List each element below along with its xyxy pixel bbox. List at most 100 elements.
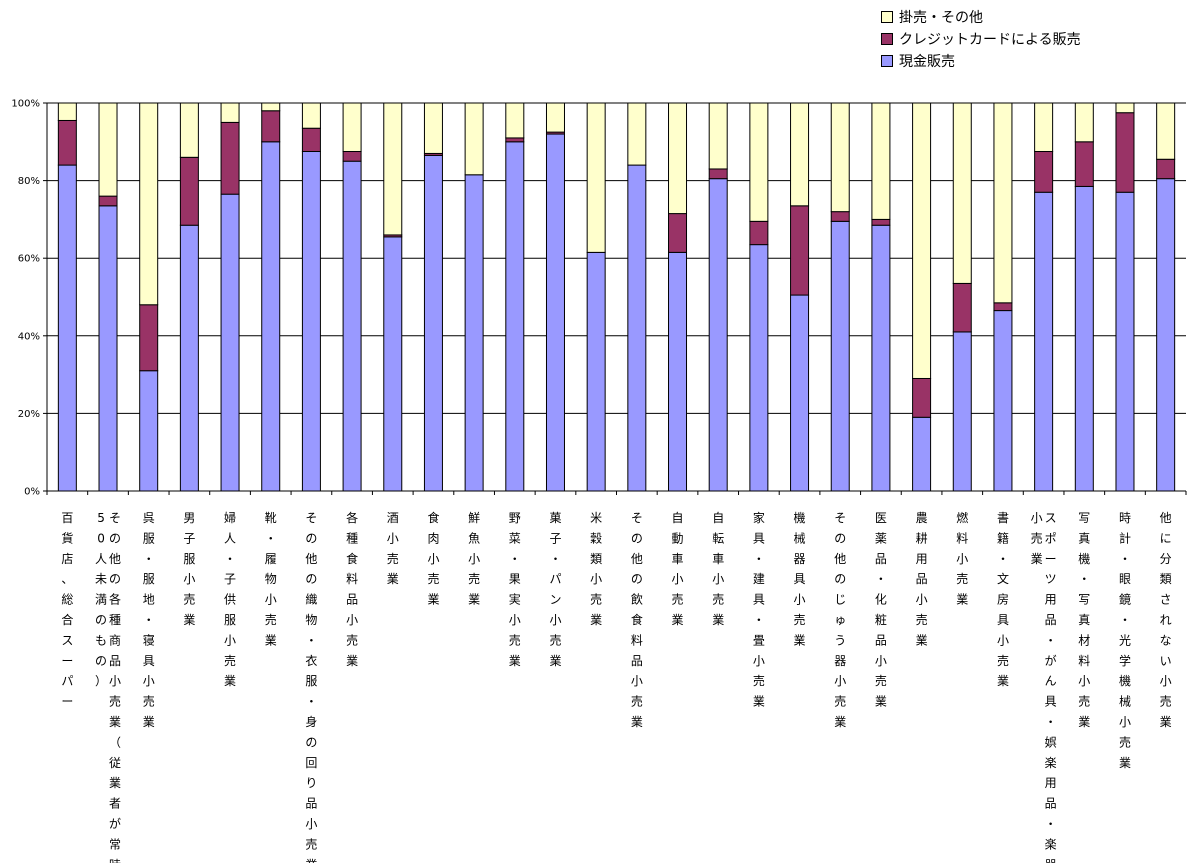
x-tick-label: その他の各種商品小売業（従業者が常時50人未満のもの）	[95, 511, 121, 863]
legend-label-cash: 現金販売	[899, 54, 955, 70]
bar-segment-kakeuri	[261, 102, 281, 112]
bar-segment-cash	[179, 224, 199, 492]
bar-segment-kakeuri	[871, 102, 891, 220]
bar-segment-kakeuri	[545, 102, 565, 133]
bar-segment-kakeuri	[1156, 102, 1176, 160]
bar-segment-cash	[1115, 191, 1135, 492]
x-tick-label: 呉服・服地・寝具小売業	[143, 511, 155, 729]
bar-segment-cash	[1034, 191, 1054, 492]
bars	[57, 102, 1176, 492]
bar-segment-credit	[830, 211, 850, 222]
y-axis-ticks: 0% 20% 40% 60% 80% 100%	[11, 99, 40, 498]
bar-segment-kakeuri	[1034, 102, 1054, 152]
bar-segment-cash	[749, 244, 769, 492]
x-tick-label: 男子服小売業	[183, 511, 195, 627]
bar-segment-cash	[57, 164, 77, 492]
bar-segment-kakeuri	[912, 102, 932, 379]
bar-segment-credit	[790, 205, 810, 296]
legend-item-kakeuri: 掛売・その他	[881, 6, 1081, 28]
bar-segment-cash	[668, 251, 688, 492]
bar-segment-cash	[139, 370, 159, 492]
bar-segment-credit	[1074, 141, 1094, 187]
bar-segment-kakeuri	[708, 102, 728, 170]
bar-segment-cash	[1156, 178, 1176, 492]
x-tick-label: 他に分類されない小売業	[1160, 511, 1172, 729]
bar-segment-cash	[993, 310, 1013, 492]
bar-segment-cash	[1074, 185, 1094, 492]
x-tick-label: 食肉小売業	[427, 510, 439, 607]
bar-segment-kakeuri	[220, 102, 240, 123]
bar-segment-credit	[1115, 112, 1135, 193]
grid-lines	[47, 102, 1186, 414]
x-tick-label: 機械器具小売業	[794, 510, 806, 647]
bar-segment-cash	[383, 236, 403, 492]
bar-segment-credit	[57, 119, 77, 166]
x-tick-label: スポーツ用品・がん具・娯楽用品・楽器小売業	[1031, 511, 1057, 863]
bar-segment-credit	[668, 213, 688, 253]
bar-segment-credit	[871, 218, 891, 226]
bar-segment-cash	[708, 178, 728, 492]
bar-segment-credit	[505, 137, 525, 143]
x-tick-label: その他の織物・衣服・身の回り品小売業	[305, 511, 317, 863]
bar-segment-credit	[98, 195, 118, 207]
bar-segment-kakeuri	[98, 102, 118, 197]
y-tick-label: 60%	[18, 254, 40, 265]
bar-segment-kakeuri	[179, 102, 199, 158]
bar-segment-kakeuri	[749, 102, 769, 222]
bar-segment-cash	[505, 141, 525, 492]
y-tick-label: 40%	[18, 331, 40, 342]
x-tick-label: その他のじゅう器小売業	[834, 511, 846, 729]
bar-segment-cash	[790, 294, 810, 492]
x-tick-label: 自転車小売業	[712, 511, 724, 627]
x-tick-label: 写真機・写真材料小売業	[1078, 511, 1090, 729]
bar-segment-cash	[952, 331, 972, 492]
bar-segment-credit	[708, 168, 728, 180]
bar-segment-kakeuri	[505, 102, 525, 139]
x-tick-label: 自動車小売業	[672, 511, 684, 627]
x-tick-label: 菓子・パン小売業	[549, 511, 561, 668]
x-tick-label: 各種食料品小売業	[346, 510, 358, 668]
bar-segment-kakeuri	[830, 102, 850, 213]
x-tick-label: 野菜・果実小売業	[509, 511, 521, 668]
bar-segment-cash	[98, 205, 118, 492]
bar-segment-kakeuri	[57, 102, 77, 121]
x-tick-label: 時計・眼鏡・光学機械小売業	[1119, 511, 1131, 770]
bar-segment-credit	[261, 110, 281, 143]
x-tick-label: 米穀類小売業	[590, 511, 602, 627]
bar-segment-cash	[627, 164, 647, 492]
bar-segment-credit	[1034, 151, 1054, 193]
bar-segment-credit	[179, 156, 199, 226]
bar-segment-cash	[342, 160, 362, 492]
x-tick-label: 書籍・文房具小売業	[997, 511, 1009, 688]
bar-segment-credit	[912, 377, 932, 418]
bar-segment-cash	[301, 151, 321, 492]
bar-segment-credit	[342, 151, 362, 162]
bar-segment-cash	[545, 133, 565, 492]
bar-segment-cash	[423, 154, 443, 492]
bar-segment-kakeuri	[423, 102, 443, 154]
bar-segment-kakeuri	[139, 102, 159, 306]
bar-segment-cash	[220, 193, 240, 492]
bar-segment-kakeuri	[586, 102, 606, 253]
bar-segment-cash	[464, 174, 484, 492]
bar-segment-kakeuri	[464, 102, 484, 176]
legend: 掛売・その他 クレジットカードによる販売 現金販売	[881, 6, 1081, 72]
x-tick-label: 百貨店、総合スーパー	[61, 511, 73, 709]
legend-item-cash: 現金販売	[881, 50, 1081, 72]
x-tick-label: 家具・建具・畳小売業	[753, 510, 765, 709]
x-tick-label: 婦人・子供服小売業	[224, 510, 236, 688]
x-tick-label: 燃料小売業	[956, 510, 968, 607]
x-tick-label: 酒小売業	[387, 511, 399, 586]
bar-segment-cash	[912, 416, 932, 492]
bar-segment-cash	[586, 251, 606, 492]
bar-segment-kakeuri	[301, 102, 321, 129]
bar-segment-credit	[749, 220, 769, 246]
legend-swatch-kakeuri	[881, 11, 893, 23]
bar-segment-credit	[952, 282, 972, 333]
x-tick-label: 靴・履物小売業	[265, 511, 277, 647]
bar-segment-kakeuri	[952, 102, 972, 284]
bar-segment-credit	[993, 302, 1013, 312]
bar-segment-cash	[830, 220, 850, 492]
x-axis-labels: 百貨店、総合スーパー その他の各種商品小売業（従業者が常時50人未満のもの） 呉服・…	[61, 510, 1171, 863]
bar-segment-kakeuri	[993, 102, 1013, 304]
